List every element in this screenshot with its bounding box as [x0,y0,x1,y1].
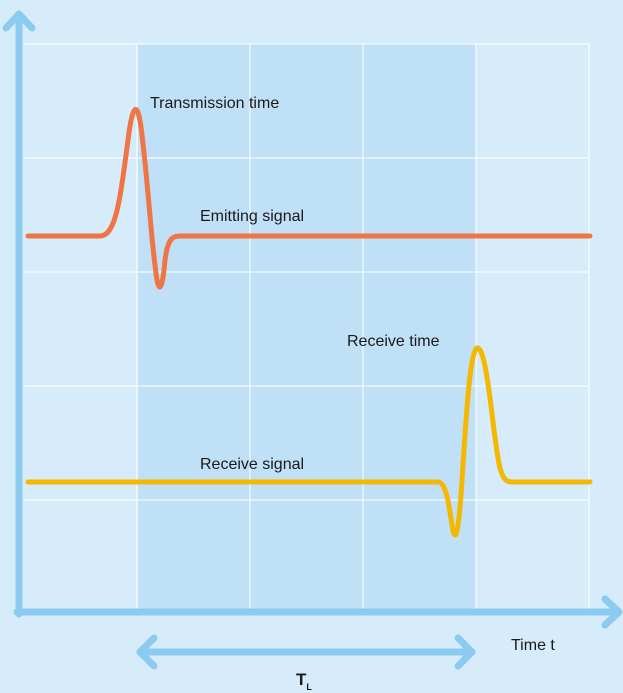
interval-band [138,44,476,612]
emitting-signal-curve [25,107,593,290]
interval-main: T [296,670,307,689]
receive-signal-curve [25,345,593,538]
arrow-up-icon [2,10,36,32]
receive-signal-label: Receive signal [200,456,304,473]
y-axis [2,10,36,618]
x-axis [13,595,623,629]
double-arrow-icon [136,634,476,670]
transmission-time-label: Transmission time [150,95,279,112]
interval-subscript: L [306,682,312,692]
grid [24,43,590,612]
emitting-signal-label: Emitting signal [200,208,304,225]
arrow-right-icon [601,595,623,629]
interval-label: TL [296,670,312,692]
x-axis-label: Time t [511,637,555,654]
receive-time-label: Receive time [347,333,440,350]
